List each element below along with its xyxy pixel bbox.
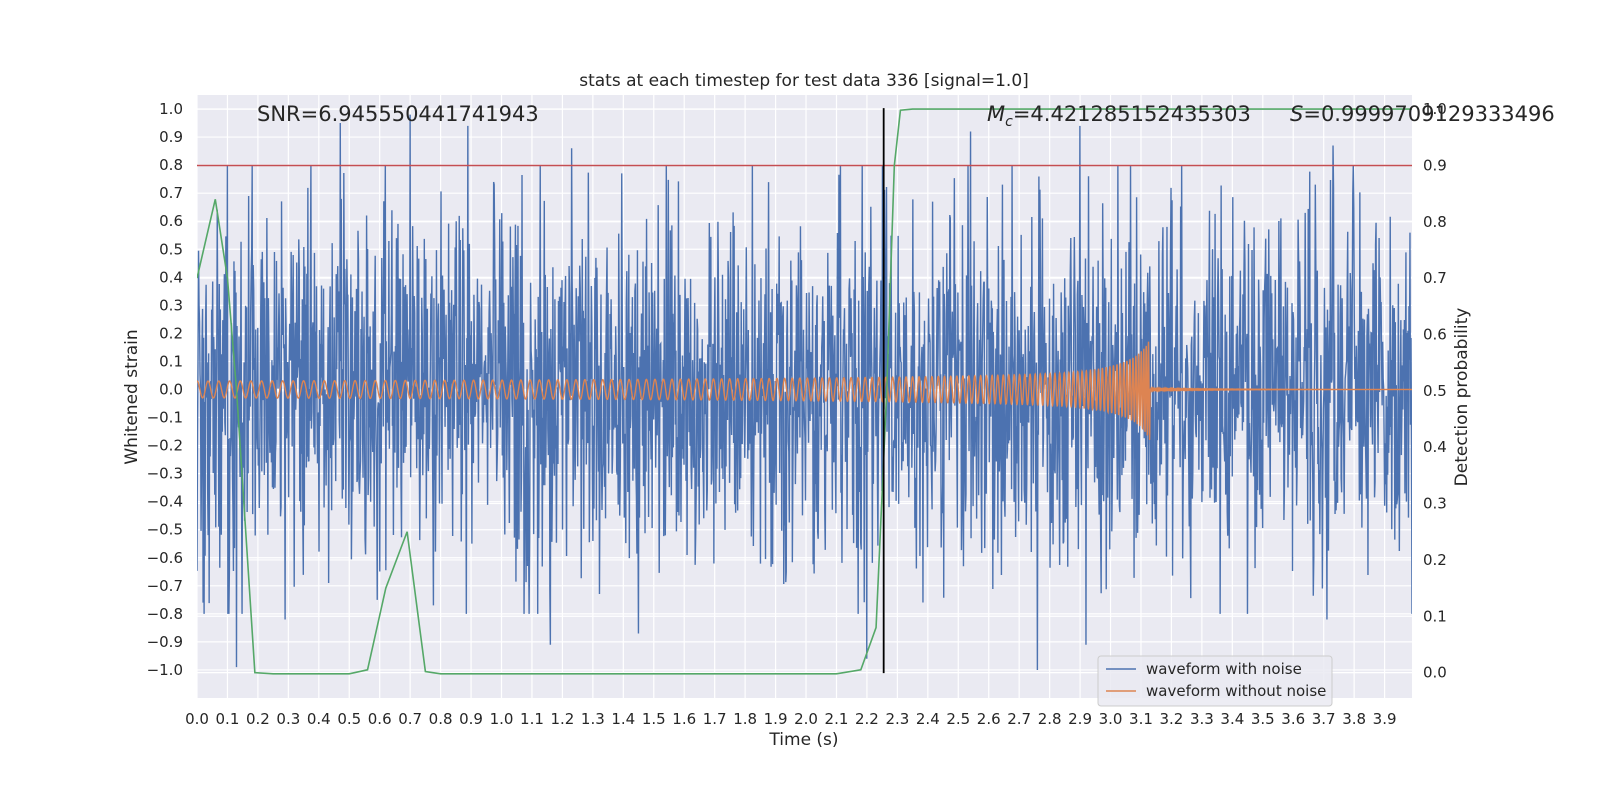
y2-tick-label: 0.6	[1423, 326, 1447, 344]
y-tick-label: 0.8	[159, 156, 183, 174]
y-tick-label: 0.7	[159, 184, 183, 202]
y-tick-label: 0.0	[159, 380, 183, 398]
x-tick-label: 0.9	[459, 710, 483, 728]
y-tick-label: 0.4	[159, 268, 183, 286]
x-tick-label: 0.2	[246, 710, 270, 728]
y2-axis-label: Detection probability	[1452, 308, 1472, 487]
y-tick-label: −0.2	[147, 437, 183, 455]
x-tick-label: 1.6	[672, 710, 696, 728]
x-tick-labels: 0.0 0.1 0.2 0.3 0.4 0.5 0.6 0.7 0.8 0.9 1.0 1.1 1.2 1…	[185, 710, 1396, 728]
score-symbol: S	[1290, 102, 1303, 126]
series-detection-probability	[197, 108, 1412, 675]
x-tick-label: 0.1	[216, 710, 240, 728]
y2-tick-label: 0.1	[1423, 607, 1447, 625]
legend-label-waveform-with-noise: waveform with noise	[1146, 660, 1302, 678]
x-tick-label: 1.5	[642, 710, 666, 728]
chirp-mass-annotation: Mc=4.421285152435303	[987, 102, 1251, 130]
y-tick-label: 0.3	[159, 296, 183, 314]
snr-annotation: SNR=6.945550441741943	[257, 102, 539, 126]
y2-tick-label: 0.0	[1423, 664, 1447, 682]
x-tick-label: 3.4	[1220, 710, 1244, 728]
y-tick-label: −0.8	[147, 605, 183, 623]
x-tick-label: 3.2	[1160, 710, 1184, 728]
y2-tick-label: 0.8	[1423, 213, 1447, 231]
y-tick-label: 0.9	[159, 128, 183, 146]
y-tick-label: −0.7	[147, 577, 183, 595]
y-tick-label: −0.6	[147, 549, 183, 567]
x-tick-label: 2.9	[1068, 710, 1092, 728]
x-tick-label: 2.2	[855, 710, 879, 728]
x-tick-label: 2.0	[794, 710, 818, 728]
x-tick-label: 0.7	[398, 710, 422, 728]
y2-tick-label: 0.4	[1423, 438, 1447, 456]
legend: waveform with noise waveform without noi…	[1097, 655, 1333, 707]
y-tick-label: −0.9	[147, 633, 183, 651]
x-tick-label: 3.8	[1342, 710, 1366, 728]
x-tick-label: 1.2	[550, 710, 574, 728]
y-tick-label: 0.5	[159, 240, 183, 258]
x-tick-label: 3.1	[1129, 710, 1153, 728]
y-tick-label: 0.2	[159, 324, 183, 342]
x-tick-label: 3.5	[1251, 710, 1275, 728]
x-tick-label: 3.6	[1281, 710, 1305, 728]
x-tick-label: 0.4	[307, 710, 331, 728]
chirp-mass-symbol: M	[987, 102, 1005, 126]
y-tick-label: −0.5	[147, 521, 183, 539]
y-tick-label: −0.3	[147, 465, 183, 483]
x-tick-label: 1.3	[581, 710, 605, 728]
y-tick-label: −0.4	[147, 493, 183, 511]
x-tick-label: 3.3	[1190, 710, 1214, 728]
x-tick-label: 2.3	[885, 710, 909, 728]
score-annotation: S=0.9999709129333496	[1290, 102, 1555, 126]
x-tick-label: 0.6	[368, 710, 392, 728]
x-axis-label: Time (s)	[768, 730, 838, 750]
score-value: =0.9999709129333496	[1303, 102, 1554, 126]
x-tick-label: 1.0	[490, 710, 514, 728]
x-tick-label: 2.8	[1038, 710, 1062, 728]
y2-tick-label: 0.5	[1423, 382, 1447, 400]
series-waveform-without-noise	[197, 341, 1412, 440]
y2-tick-label: 0.3	[1423, 495, 1447, 513]
y-axis-label: Whitened strain	[122, 329, 142, 464]
y-tick-label: 0.6	[159, 212, 183, 230]
y2-tick-label: 0.9	[1423, 156, 1447, 174]
legend-box	[1097, 655, 1333, 707]
x-tick-label: 2.4	[916, 710, 940, 728]
x-tick-label: 2.7	[1007, 710, 1031, 728]
x-tick-label: 3.0	[1099, 710, 1123, 728]
legend-label-waveform-without-noise: waveform without noise	[1146, 682, 1326, 700]
y2-tick-label: 1.0	[1423, 100, 1447, 118]
x-tick-label: 0.3	[276, 710, 300, 728]
x-tick-label: 1.1	[520, 710, 544, 728]
y-tick-labels: 1.0 0.9 0.8 0.7 0.6 0.5 0.4 0.3 0.2 0.1 0.0 −0.1 −0.…	[147, 100, 183, 679]
y2-tick-labels: 1.0 0.9 0.8 0.7 0.6 0.5 0.4 0.3 0.2 0.1 0.0	[1423, 100, 1447, 682]
y2-tick-label: 0.7	[1423, 269, 1447, 287]
y-tick-label: −1.0	[147, 661, 183, 679]
x-tick-label: 3.7	[1312, 710, 1336, 728]
x-tick-label: 1.9	[764, 710, 788, 728]
y-tick-label: −0.1	[147, 409, 183, 427]
series-waveform-with-noise	[197, 114, 1412, 670]
chart-title: stats at each timestep for test data 336…	[579, 71, 1029, 91]
x-tick-label: 0.0	[185, 710, 209, 728]
x-tick-label: 2.5	[946, 710, 970, 728]
x-tick-label: 3.9	[1373, 710, 1397, 728]
x-tick-label: 0.8	[429, 710, 453, 728]
x-tick-label: 1.8	[733, 710, 757, 728]
x-tick-label: 1.7	[703, 710, 727, 728]
chirp-mass-subscript: c	[1005, 114, 1013, 130]
y2-tick-label: 0.2	[1423, 551, 1447, 569]
x-tick-label: 2.1	[825, 710, 849, 728]
x-tick-label: 1.4	[611, 710, 635, 728]
x-tick-label: 0.5	[337, 710, 361, 728]
y-tick-label: 1.0	[159, 100, 183, 118]
y-tick-label: 0.1	[159, 352, 183, 370]
chirp-mass-value: =4.421285152435303	[1013, 102, 1251, 126]
x-tick-label: 2.6	[977, 710, 1001, 728]
